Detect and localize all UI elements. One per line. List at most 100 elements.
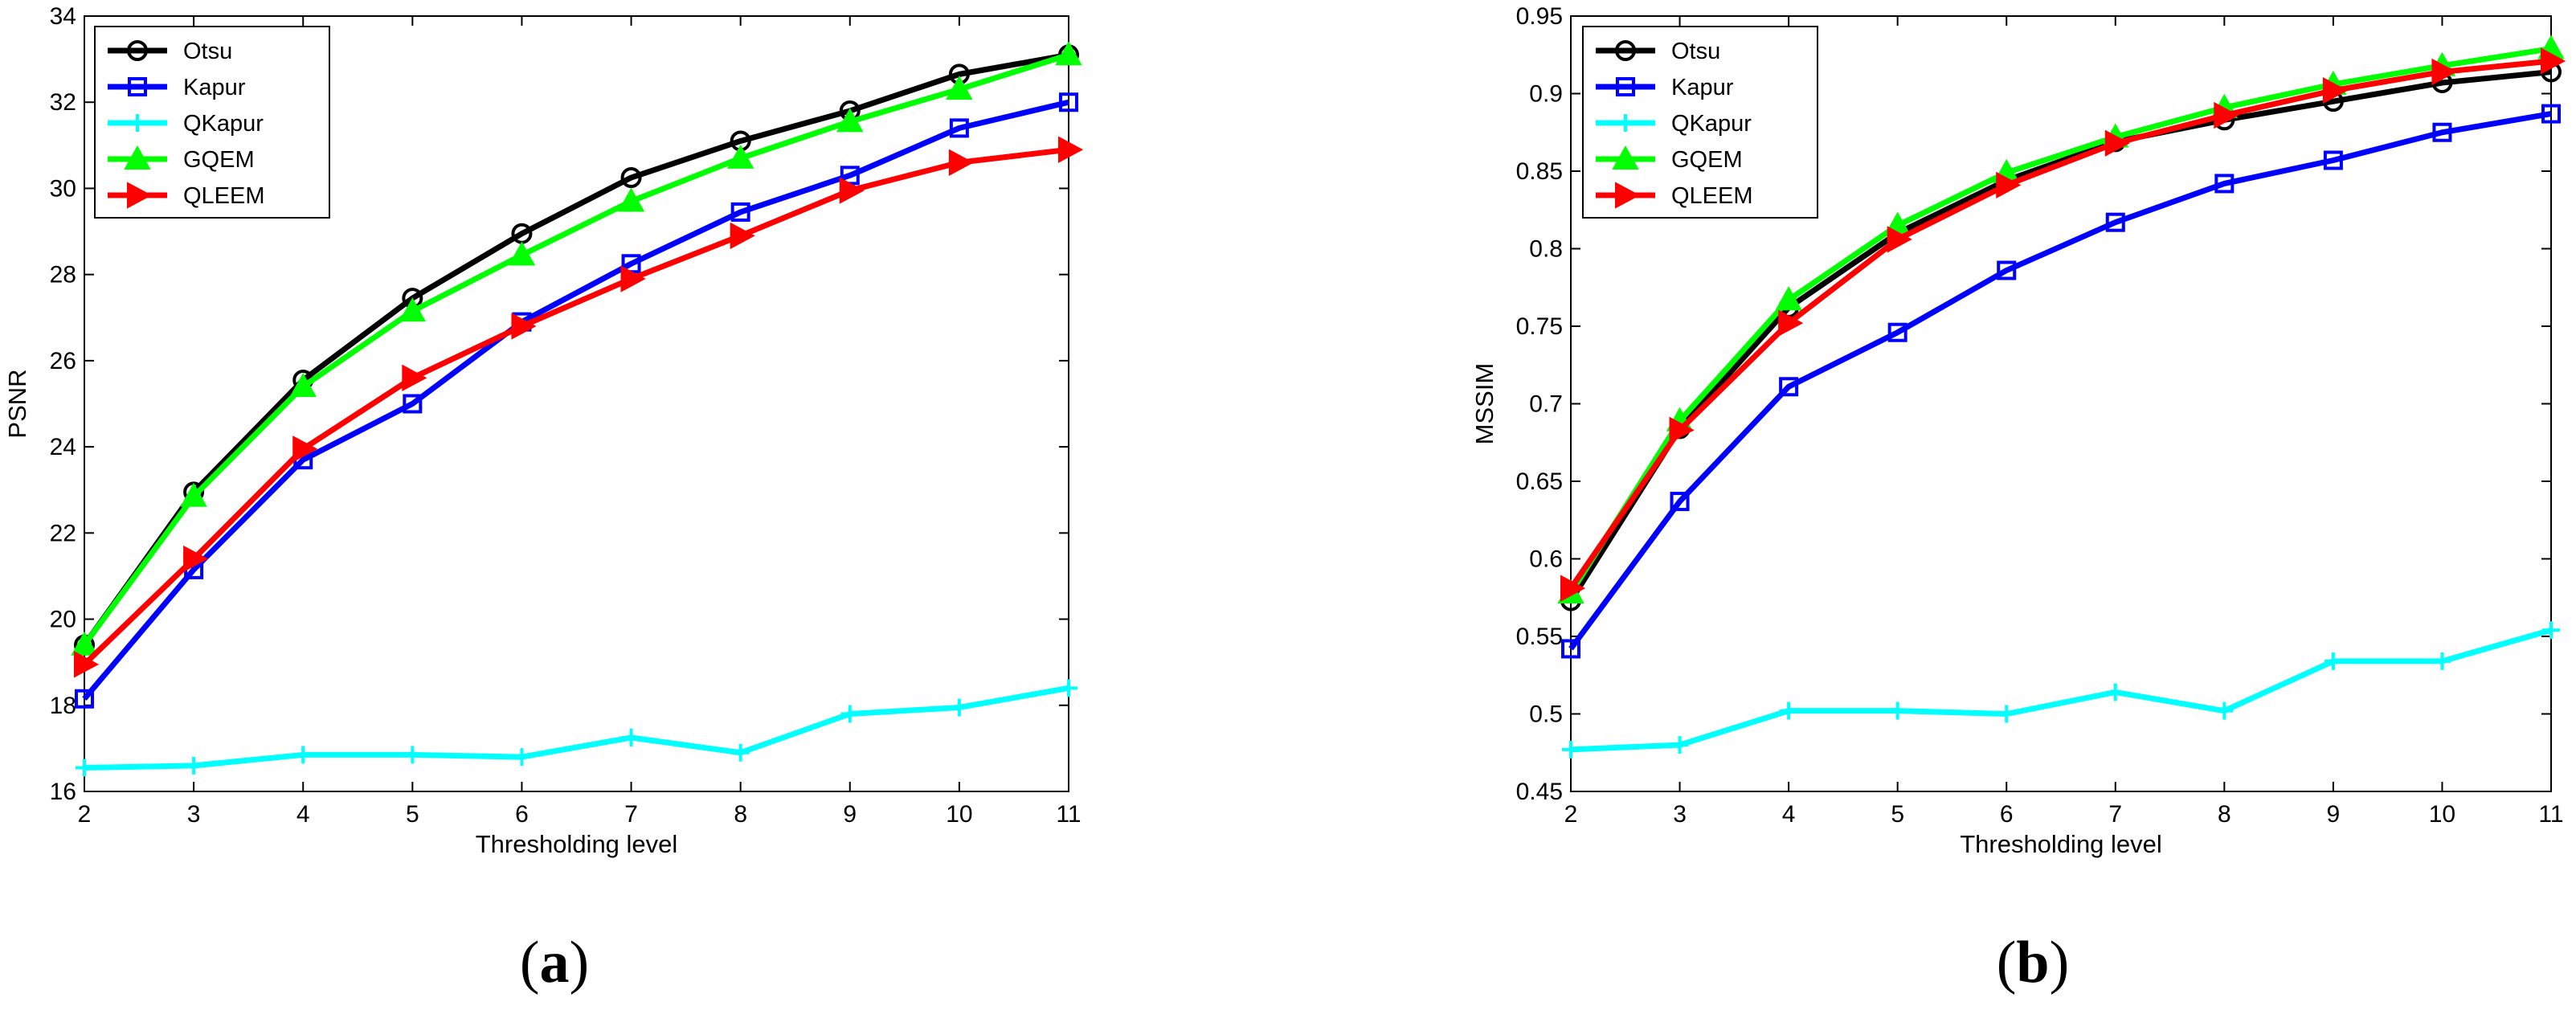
y-tick-label: 0.7	[1529, 391, 1563, 418]
y-tick-label: 0.45	[1516, 779, 1563, 805]
y-tick-label: 20	[50, 607, 76, 633]
legend-marker-qkapur	[129, 114, 146, 132]
point-qleem	[2214, 101, 2239, 129]
point-qkapur	[1670, 736, 1689, 754]
x-tick-label: 11	[1056, 801, 1081, 828]
point-qkapur	[2324, 652, 2342, 670]
point-qkapur	[2215, 701, 2234, 720]
chart-b: 2 3 4 5 6 7 8 9 10 11 0.45 0.5 0.55 0.6 0.65 0.7 0.75 0.8…	[1470, 3, 2566, 858]
legend-label-qkapur: QKapur	[1671, 111, 1752, 137]
y-tick-label: 0.9	[1529, 81, 1563, 108]
point-qkapur	[185, 756, 203, 775]
point-qleem	[839, 177, 865, 204]
point-kapur	[1561, 639, 1580, 659]
series-line-qleem	[82, 146, 1069, 667]
legend-marker-otsu	[1615, 40, 1636, 61]
y-tick-label: 0.6	[1529, 546, 1563, 573]
point-qkapur	[950, 698, 968, 717]
point-kapur	[2105, 212, 2125, 232]
point-gqem	[726, 144, 754, 169]
point-qkapur	[622, 728, 640, 746]
point-qkapur	[1888, 701, 1907, 720]
point-qleem	[292, 435, 318, 463]
point-qleem	[1778, 309, 1804, 337]
point-qkapur	[1060, 679, 1077, 697]
legend-marker-qkapur	[1617, 114, 1634, 132]
x-tick-label: 7	[624, 801, 638, 828]
y-tick-label: 0.5	[1529, 701, 1563, 728]
point-qkapur	[403, 746, 422, 764]
point-kapur	[2432, 122, 2452, 142]
point-qleem	[2322, 76, 2349, 104]
point-gqem	[617, 187, 645, 212]
legend-marker-gqem	[1612, 145, 1639, 170]
x-tick-label: 10	[946, 801, 972, 828]
y-tick-label: 16	[50, 779, 76, 805]
point-gqem	[836, 108, 864, 133]
x-tick-label: 10	[2429, 801, 2455, 828]
y-tick-label: 0.8	[1529, 236, 1563, 263]
legend-marker-kapur	[128, 77, 147, 96]
point-qleem	[402, 364, 427, 392]
series-line-gqem	[82, 51, 1070, 647]
x-tick-label: 3	[1673, 801, 1687, 828]
point-otsu	[620, 167, 642, 189]
point-kapur	[2323, 150, 2343, 170]
x-tick-label: 2	[1564, 801, 1578, 828]
y-tick-label: 34	[50, 3, 76, 30]
x-tick-label: 3	[187, 801, 201, 828]
legend-label-gqem: GQEM	[1671, 147, 1743, 173]
legend-label-kapur: Kapur	[1671, 75, 1734, 100]
y-tick-label: 18	[50, 693, 76, 719]
y-tick-label: 0.85	[1516, 158, 1563, 185]
caption-a-letter: a	[540, 930, 570, 996]
point-qleem	[620, 265, 646, 292]
point-qkapur	[2433, 652, 2451, 670]
point-qleem	[1996, 171, 2022, 199]
y-tick-label: 30	[50, 175, 76, 202]
y-axis-label: MSSIM	[1470, 363, 1499, 445]
point-qleem	[183, 545, 209, 573]
caption-b-letter: b	[2016, 930, 2049, 996]
legend-marker-qleem	[1615, 182, 1641, 209]
legend-label-qkapur: QKapur	[183, 111, 264, 137]
point-kapur	[1887, 322, 1907, 342]
legend-label-kapur: Kapur	[183, 75, 246, 100]
point-gqem	[1055, 41, 1082, 66]
point-qleem	[730, 222, 755, 250]
legend: Otsu Kapur QKapur GQEM QLEEM	[94, 26, 330, 219]
legend-label-qleem: QLEEM	[1671, 183, 1753, 209]
legend-marker-qleem	[127, 182, 153, 209]
x-tick-label: 8	[2218, 801, 2231, 828]
point-gqem	[399, 297, 427, 322]
x-tick-label: 6	[2000, 801, 2014, 828]
point-qkapur	[2542, 621, 2560, 640]
point-qleem	[74, 651, 100, 678]
legend-label-otsu: Otsu	[1671, 39, 1720, 64]
point-qkapur	[513, 748, 531, 767]
x-tick-label: 11	[2538, 801, 2563, 828]
y-axis-label: PSNR	[3, 369, 31, 438]
point-kapur	[949, 118, 969, 138]
point-kapur	[1779, 377, 1799, 397]
point-qkapur	[1562, 740, 1580, 759]
point-kapur	[1670, 492, 1690, 512]
point-gqem	[1775, 286, 1802, 311]
x-axis-label: Thresholding level	[476, 830, 678, 858]
point-kapur	[2214, 174, 2235, 194]
point-qleem	[2541, 47, 2566, 75]
point-qkapur	[840, 705, 859, 723]
x-tick-label: 9	[843, 801, 857, 828]
point-qkapur	[1780, 701, 1798, 720]
x-tick-label: 5	[406, 801, 419, 828]
x-tick-label: 4	[1782, 801, 1796, 828]
y-tick-label: 32	[50, 89, 76, 116]
legend-marker-kapur	[1616, 77, 1635, 96]
x-tick-label: 5	[1891, 801, 1904, 828]
point-gqem	[180, 482, 207, 507]
caption-a: (a)	[520, 930, 589, 996]
y-tick-label: 28	[50, 262, 76, 288]
point-qkapur	[76, 759, 93, 777]
